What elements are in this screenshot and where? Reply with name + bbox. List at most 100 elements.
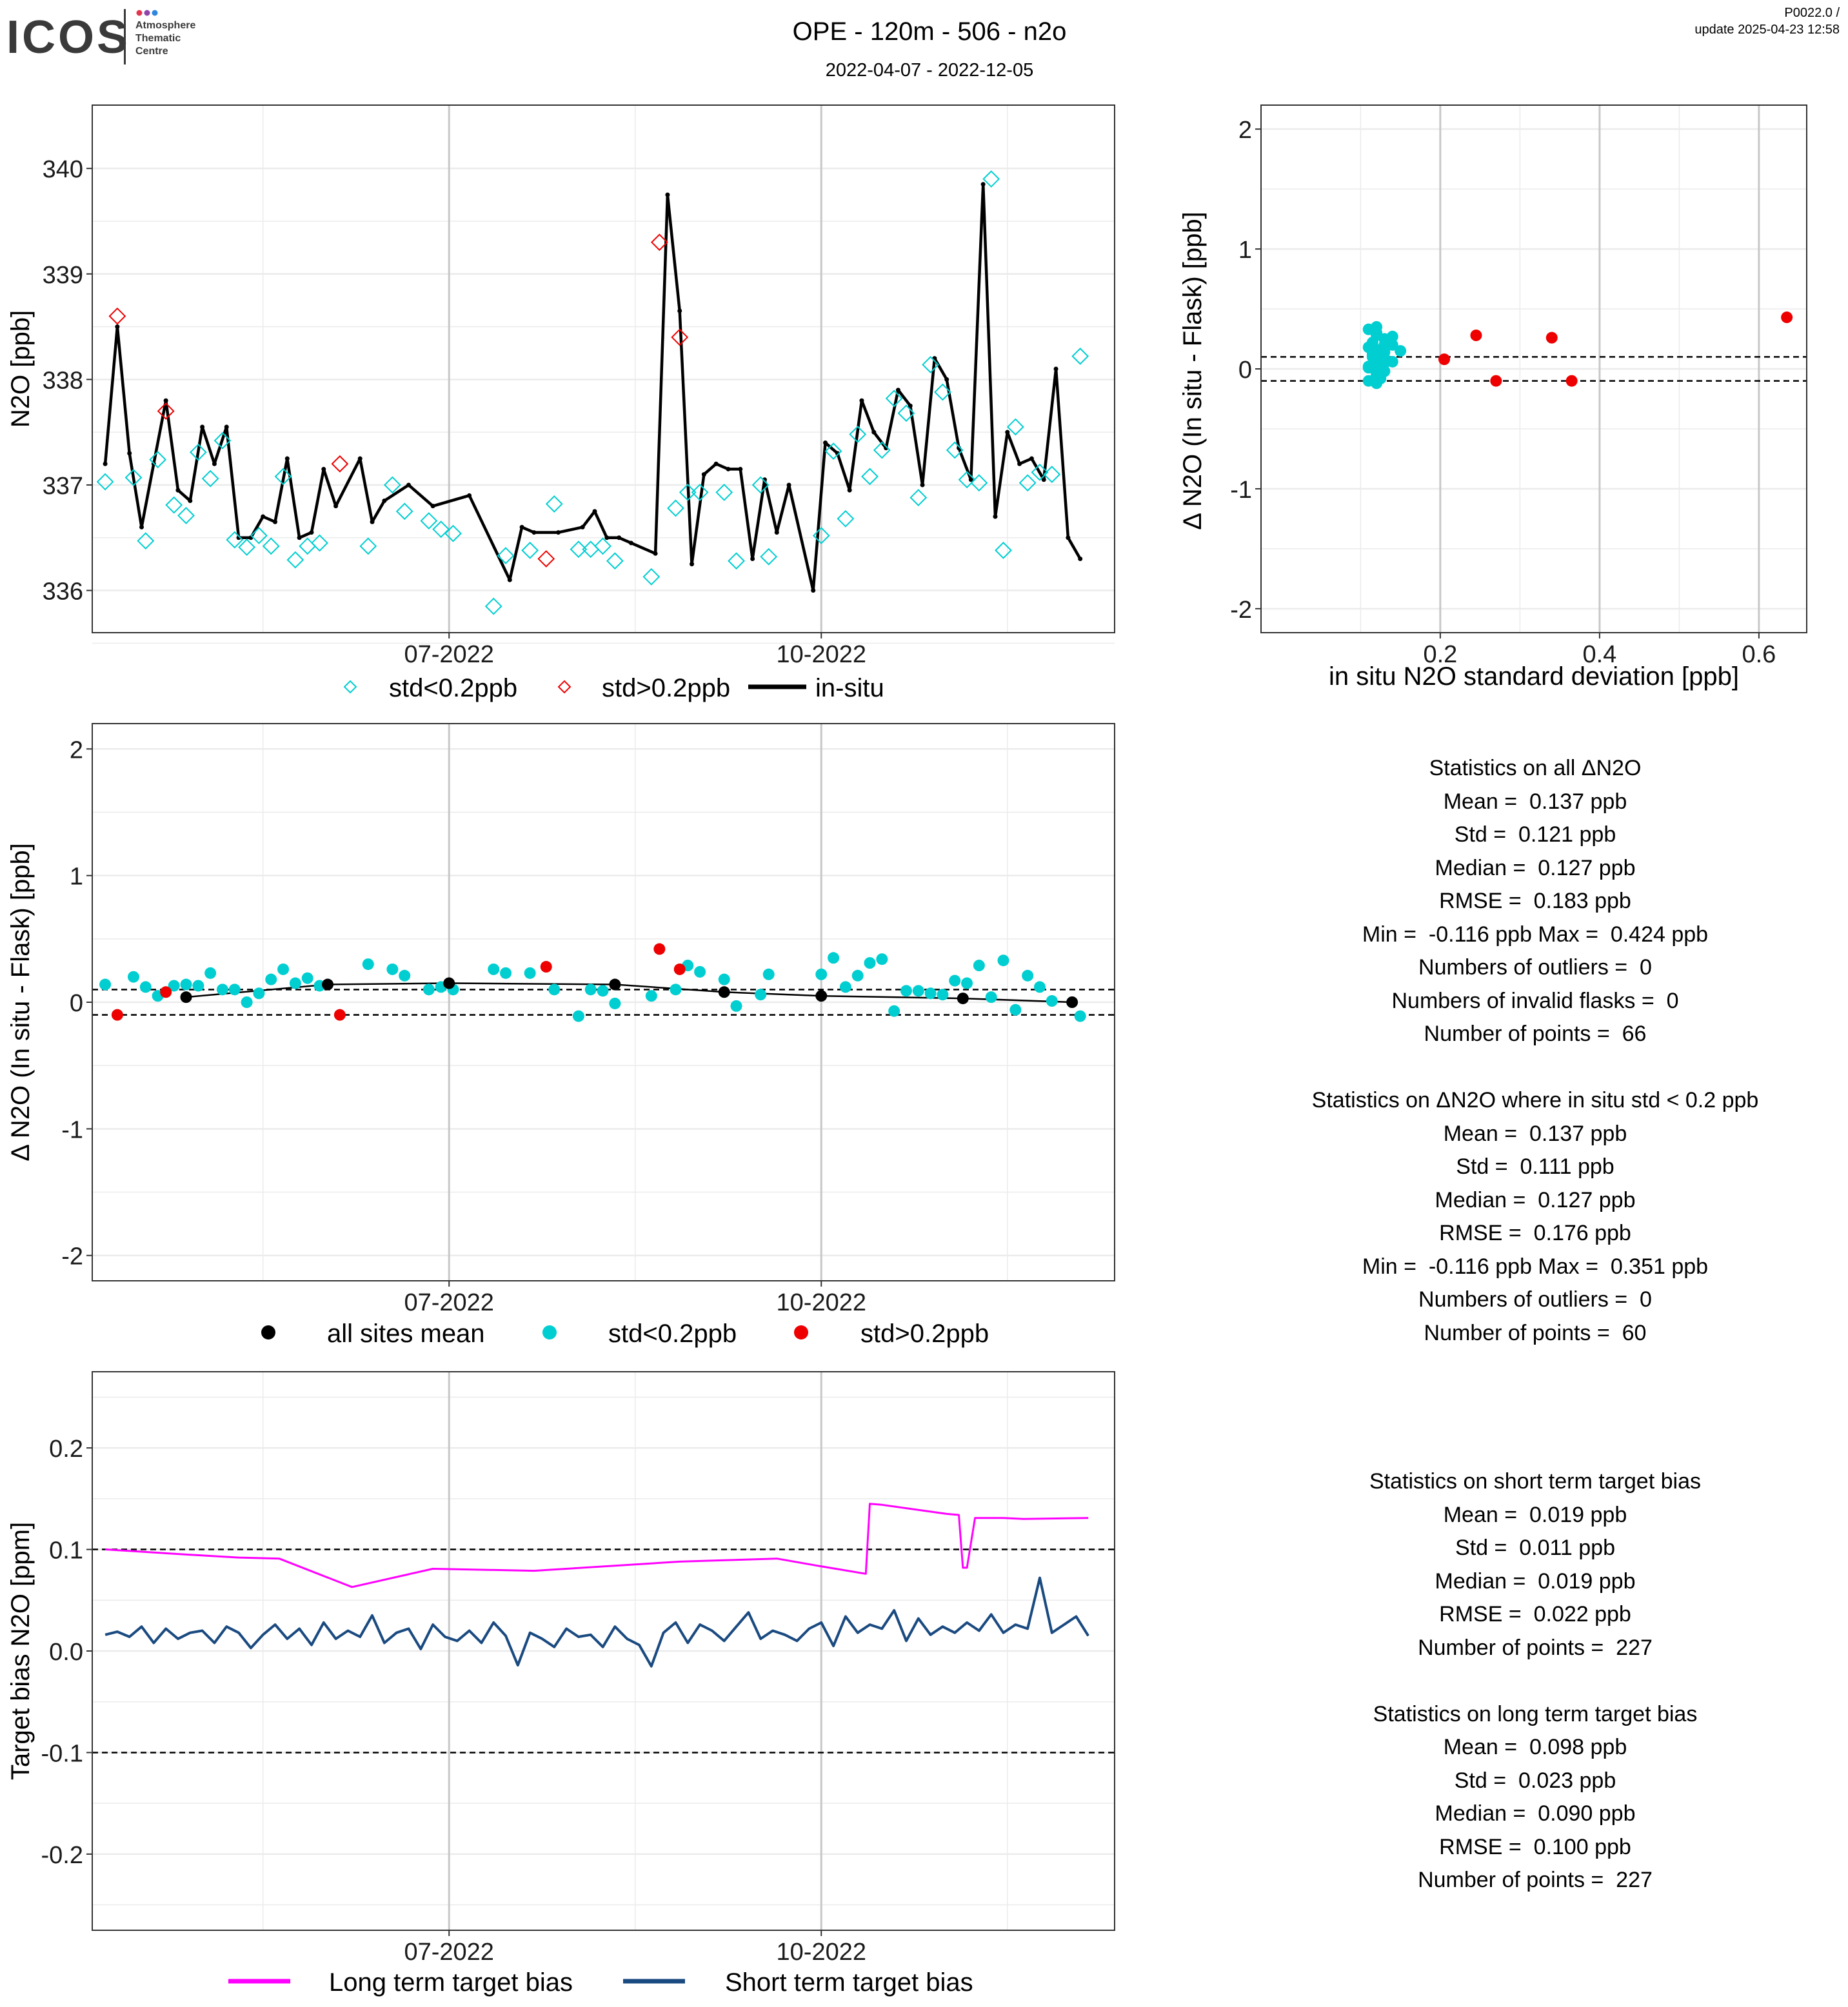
- y-tick-label: 339: [43, 262, 83, 289]
- flask-low-std-point: [885, 390, 903, 408]
- y-tick-label: 0: [1238, 357, 1252, 384]
- insitu-point: [406, 482, 411, 488]
- scatter-high-std-point: [1438, 353, 1451, 366]
- delta-low-std-point: [422, 984, 435, 996]
- insitu-point: [1005, 430, 1010, 435]
- y-tick-label: 2: [70, 737, 83, 764]
- delta-high-std-point: [333, 1009, 346, 1021]
- flask-low-std-point: [1018, 474, 1037, 492]
- legend-label-delta-high: std>0.2ppb: [860, 1320, 989, 1348]
- scatter-low-std-point: [1395, 345, 1407, 357]
- insitu-point: [1017, 461, 1022, 466]
- insitu-point: [944, 377, 949, 382]
- stats-line: Median = 0.127 ppb: [1435, 855, 1636, 880]
- delta-high-std-point: [653, 943, 666, 955]
- flask-low-std-point: [1043, 466, 1061, 484]
- panel-scatter-std: -2 -1 0 1 2 0.2 0.4 0.6 in situ N2O standard de…: [1178, 104, 1807, 691]
- legend-label-low-std: std<0.2ppb: [389, 674, 517, 702]
- insitu-point: [713, 461, 719, 466]
- stats-line: Numbers of outliers = 0: [1418, 955, 1652, 980]
- flask-low-std-point: [837, 509, 855, 528]
- insitu-point: [103, 461, 108, 466]
- legend-label-long-term: Long term target bias: [329, 1968, 573, 1997]
- insitu-point: [677, 308, 682, 313]
- flask-low-std-point: [667, 499, 684, 517]
- x-tick-label: 10-2022: [777, 641, 866, 668]
- delta-low-std-point: [572, 1010, 584, 1022]
- y-tick-label: 1: [1238, 237, 1252, 264]
- insitu-point: [811, 588, 816, 593]
- stats-line: [1226, 1051, 1845, 1085]
- flask-low-std-point: [691, 483, 709, 501]
- flask-low-std-point: [642, 568, 661, 586]
- flask-low-std-point: [137, 532, 155, 550]
- flask-low-std-point: [444, 524, 462, 542]
- insitu-point: [823, 440, 828, 446]
- insitu-point: [774, 530, 779, 535]
- flask-low-std-point: [760, 548, 778, 566]
- delta-low-std-point: [1022, 969, 1034, 982]
- delta-low-std-point: [277, 963, 290, 975]
- logo-dot-purple: [144, 10, 150, 16]
- legend-marker-mean: [261, 1325, 275, 1340]
- delta-low-std-point: [228, 984, 241, 996]
- insitu-point: [127, 451, 132, 456]
- insitu-point: [284, 456, 290, 461]
- delta-low-std-point: [645, 990, 657, 1002]
- stats-line: Std = 0.121 ppb: [1454, 822, 1616, 847]
- stats-line: Mean = 0.019 ppb: [1443, 1502, 1627, 1527]
- version-label: P0022.0 /: [1784, 6, 1840, 20]
- insitu-point: [556, 530, 561, 535]
- stats-line: Std = 0.111 ppb: [1456, 1154, 1615, 1179]
- delta-low-std-point: [997, 954, 1009, 967]
- delta-low-std-point: [265, 973, 277, 985]
- panel-timeseries-grid: [92, 105, 1115, 644]
- stats-line: RMSE = 0.022 ppb: [1439, 1602, 1631, 1626]
- flask-high-std-point: [671, 328, 689, 346]
- insitu-point: [993, 514, 998, 519]
- stats-line: Min = -0.116 ppb Max = 0.424 ppb: [1362, 922, 1709, 947]
- y-tick-label: -2: [61, 1243, 83, 1270]
- flask-high-std-point: [650, 233, 668, 252]
- insitu-point: [908, 403, 913, 408]
- x-tick-label: 10-2022: [777, 1939, 866, 1966]
- delta-low-std-point: [1033, 981, 1046, 993]
- delta-low-std-point: [888, 1005, 900, 1017]
- stats-line: Numbers of invalid flasks = 0: [1391, 988, 1679, 1013]
- delta-low-std-point: [864, 957, 876, 969]
- insitu-point: [750, 556, 755, 561]
- x-tick-label: 07-2022: [404, 1939, 493, 1966]
- flask-low-std-point: [970, 474, 988, 492]
- icos-logo: ICOS Atmosphere Thematic Centre: [6, 9, 195, 64]
- insitu-point: [653, 551, 658, 556]
- scatter-low-std-point: [1371, 366, 1383, 379]
- panel-scatter-ylabel: Δ N2O (In situ - Flask) [ppb]: [1178, 212, 1207, 530]
- x-tick-label: 0.2: [1423, 641, 1457, 668]
- insitu-point: [507, 577, 512, 582]
- legend-marker-low-std: [343, 680, 357, 694]
- panel-delta: -2 -1 0 1 2 07-2022 10-2022 Δ N2O (In situ - F…: [6, 723, 1115, 1348]
- delta-low-std-point: [488, 963, 500, 975]
- short-term-bias-line: [104, 1576, 1089, 1668]
- flask-low-std-point: [226, 531, 244, 549]
- flask-low-std-point: [96, 473, 114, 491]
- flask-low-std-point: [420, 512, 438, 529]
- insitu-point: [980, 182, 986, 187]
- update-label: update 2025-04-23 12:58: [1694, 23, 1840, 37]
- y-tick-label: -2: [1230, 597, 1252, 624]
- stats-line: Std = 0.011 ppb: [1455, 1536, 1615, 1560]
- delta-low-std-point: [386, 963, 399, 975]
- panel-scatter-marks: [1261, 311, 1807, 390]
- logo-dot-blue: [152, 10, 158, 16]
- flask-low-std-point: [545, 495, 563, 513]
- delta-low-std-point: [204, 967, 217, 979]
- flask-low-std-point: [715, 483, 733, 501]
- insitu-point: [212, 461, 217, 466]
- flask-high-std-point: [537, 550, 555, 568]
- x-tick-label: 0.6: [1742, 641, 1776, 668]
- scatter-low-std-point: [1378, 339, 1391, 351]
- insitu-point: [1041, 477, 1046, 482]
- flask-low-std-point: [274, 468, 292, 486]
- insitu-point: [895, 388, 900, 393]
